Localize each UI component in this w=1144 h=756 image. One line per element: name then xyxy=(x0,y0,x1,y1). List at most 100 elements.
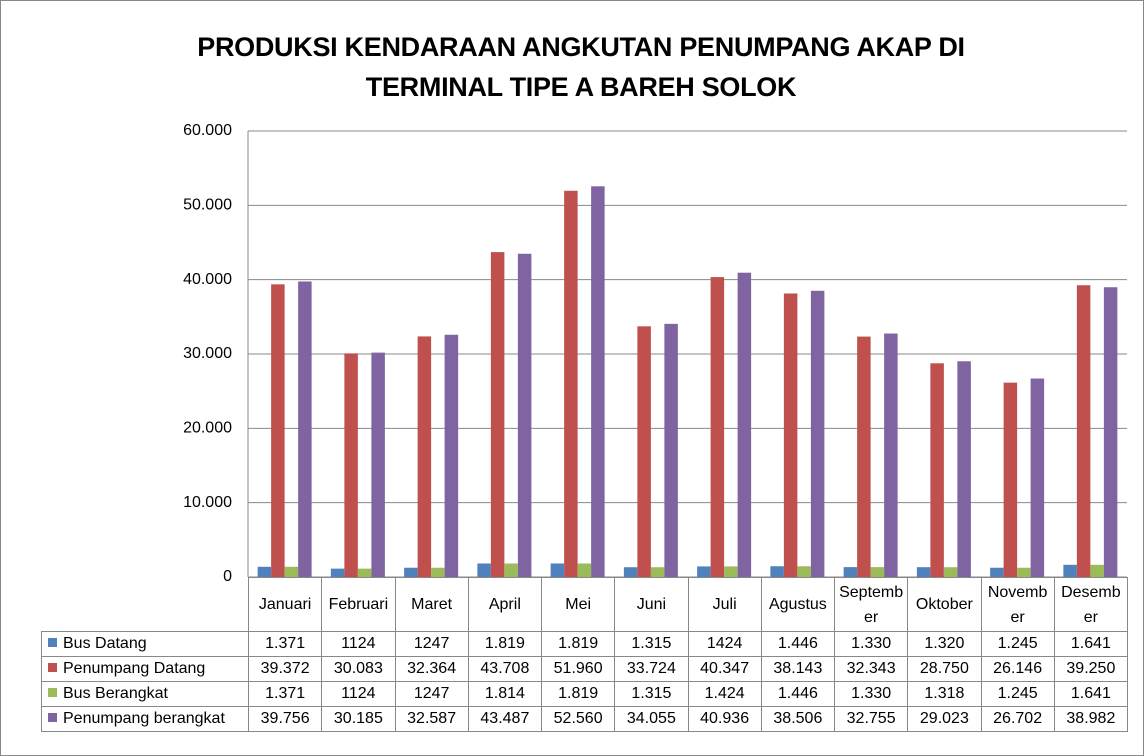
data-label: 1.245 xyxy=(980,681,1055,707)
x-tick-label: Juli xyxy=(687,577,762,632)
x-tick-label: November xyxy=(980,577,1055,632)
bar xyxy=(1063,564,1077,577)
data-label: 43.487 xyxy=(467,706,543,732)
bar xyxy=(884,333,898,577)
bar xyxy=(1090,564,1104,577)
data-label: 1247 xyxy=(394,681,469,707)
bar xyxy=(417,336,432,577)
bar xyxy=(916,567,931,577)
x-tick-label: Oktober xyxy=(907,577,982,632)
bar xyxy=(783,293,798,577)
bar xyxy=(957,361,971,577)
x-tick-label: April xyxy=(467,577,543,632)
bar xyxy=(577,563,592,577)
y-tick-label: 20.000 xyxy=(183,420,232,437)
bar xyxy=(504,563,518,577)
bar xyxy=(550,563,565,577)
data-label: 26.146 xyxy=(980,656,1055,682)
bar xyxy=(344,353,358,577)
data-label: 1.814 xyxy=(467,681,543,707)
bar xyxy=(371,352,385,577)
bar xyxy=(870,567,885,577)
data-label: 1.446 xyxy=(760,681,836,707)
bar xyxy=(477,563,491,577)
x-tick-label: Februari xyxy=(321,577,396,632)
legend-entry: Penumpang Datang xyxy=(41,656,249,682)
data-label: 40.347 xyxy=(687,656,762,682)
data-label: 29.023 xyxy=(907,706,982,732)
bar xyxy=(797,566,811,577)
data-label: 1.315 xyxy=(614,631,689,657)
table-row: Penumpang Datang 39.372 30.083 32.364 43.708… xyxy=(41,656,1129,682)
bar xyxy=(650,567,665,577)
bar xyxy=(623,567,638,577)
bar xyxy=(710,277,725,577)
bar xyxy=(404,567,418,577)
x-tick-label: Januari xyxy=(247,577,323,632)
data-label: 1.819 xyxy=(540,681,616,707)
bar xyxy=(1103,287,1118,577)
bar xyxy=(490,252,505,577)
legend-key xyxy=(48,663,57,672)
legend-entry: Bus Berangkat xyxy=(41,681,249,707)
data-label: 32.587 xyxy=(394,706,469,732)
bar xyxy=(943,567,958,577)
data-label: 51.960 xyxy=(540,656,616,682)
legend-key xyxy=(48,638,57,647)
bar xyxy=(664,323,678,577)
legend-entry: Penumpang berangkat xyxy=(41,706,249,732)
y-tick-label: 0 xyxy=(223,568,232,585)
data-label: 52.560 xyxy=(540,706,616,732)
bar xyxy=(357,568,372,577)
bar xyxy=(431,567,445,577)
data-label: 1.446 xyxy=(760,631,836,657)
data-label: 38.143 xyxy=(760,656,836,682)
bar xyxy=(591,186,605,577)
y-tick-label: 30.000 xyxy=(183,345,232,362)
bar xyxy=(857,336,871,577)
table-row: Penumpang berangkat 39.756 30.185 32.587 43.… xyxy=(41,706,1129,732)
bar xyxy=(843,567,858,577)
bar xyxy=(1030,378,1045,577)
bar xyxy=(564,190,578,577)
data-label: 1.315 xyxy=(614,681,689,707)
data-label: 34.055 xyxy=(614,706,689,732)
table-header: Januari Februari Maret April Mei Juni Juli Agus… xyxy=(42,577,1129,632)
bar xyxy=(990,567,1004,577)
data-label: 30.185 xyxy=(321,706,396,732)
data-label: 1.330 xyxy=(833,681,909,707)
data-label: 1124 xyxy=(321,631,396,657)
x-tick-label: Mei xyxy=(540,577,616,632)
legend-label: Penumpang berangkat xyxy=(63,710,225,727)
data-label: 43.708 xyxy=(467,656,543,682)
data-label: 1.245 xyxy=(980,631,1055,657)
data-label: 1424 xyxy=(687,631,762,657)
data-label: 1124 xyxy=(321,681,396,707)
legend-key xyxy=(48,713,57,722)
bar xyxy=(737,272,752,577)
data-label: 1.819 xyxy=(467,631,543,657)
data-label: 26.702 xyxy=(980,706,1055,732)
bar xyxy=(257,566,272,577)
bar xyxy=(1003,382,1018,577)
bar xyxy=(930,363,944,577)
data-label: 28.750 xyxy=(907,656,982,682)
corner xyxy=(42,578,249,632)
data-label: 32.364 xyxy=(394,656,469,682)
data-label: 32.755 xyxy=(833,706,909,732)
data-label: 1.330 xyxy=(833,631,909,657)
data-label: 1.318 xyxy=(907,681,982,707)
bar xyxy=(298,281,312,577)
table-row: Bus Berangkat 1.371 1124 1247 1.814 1.819 1.31… xyxy=(41,681,1129,707)
data-label: 1.320 xyxy=(907,631,982,657)
data-label: 32.343 xyxy=(833,656,909,682)
bar xyxy=(517,253,532,577)
y-tick-label: 10.000 xyxy=(183,494,232,511)
y-tick-label: 50.000 xyxy=(183,197,232,214)
bar xyxy=(1076,285,1091,577)
bar xyxy=(284,566,299,577)
data-table: Januari Februari Maret April Mei Juni Juli Agus… xyxy=(41,577,1129,732)
table-row: Bus Datang 1.371 1124 1247 1.819 1.819 1.315 14… xyxy=(41,631,1129,657)
data-label: 39.756 xyxy=(247,706,323,732)
